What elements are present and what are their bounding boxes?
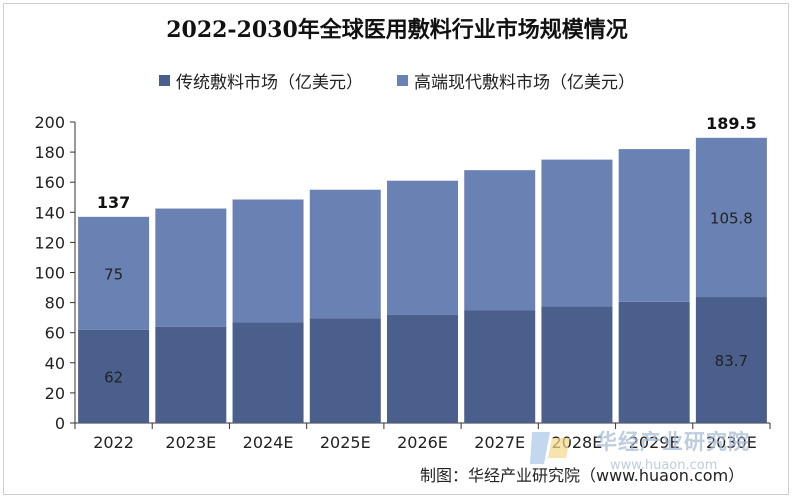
- bar-advanced-2023E: [155, 208, 227, 327]
- bar-advanced-2026E: [387, 180, 458, 315]
- x-tick-label: 2025E: [320, 433, 371, 452]
- bar-traditional-2024E: [232, 322, 304, 423]
- legend-item-advanced: 高端现代敷料市场（亿美元）: [397, 68, 635, 93]
- bar-traditional-2028E: [541, 306, 613, 423]
- chart-frame: [3, 3, 789, 495]
- bar-advanced-2027E: [464, 170, 536, 311]
- x-tick-label: 2024E: [243, 433, 294, 452]
- y-tick-label: 140: [34, 203, 65, 222]
- watermark-text: 华经产业研究院: [596, 430, 750, 454]
- y-tick-label: 80: [45, 294, 65, 313]
- data-label: 62: [104, 368, 123, 386]
- y-tick-label: 120: [34, 233, 65, 252]
- y-tick-label: 60: [45, 324, 65, 343]
- bar-advanced-2025E: [309, 189, 381, 319]
- legend-label-traditional: 传统敷料市场（亿美元）: [176, 73, 363, 93]
- bar-traditional-2025E: [309, 318, 381, 423]
- bar-traditional-2023E: [155, 326, 227, 423]
- bar-advanced-2030E: [695, 137, 767, 298]
- data-label: 105.8: [710, 209, 753, 227]
- x-tick-label: 2026E: [397, 433, 448, 452]
- bar-traditional-2030E: [695, 297, 767, 423]
- bar-advanced-2022: [78, 216, 150, 330]
- chart-legend: 传统敷料市场（亿美元） 高端现代敷料市场（亿美元）: [0, 68, 794, 93]
- x-tick-label: 2022: [93, 433, 134, 452]
- x-tick-label: 2029E: [629, 433, 680, 452]
- x-tick-label: 2030E: [706, 433, 757, 452]
- y-tick-label: 200: [34, 113, 65, 132]
- bar-advanced-2024E: [232, 199, 304, 323]
- y-tick-label: 20: [45, 384, 65, 403]
- watermark-url: www.huaon.com: [610, 458, 718, 473]
- data-label: 83.7: [715, 352, 748, 370]
- y-tick-label: 40: [45, 354, 65, 373]
- legend-swatch-advanced: [397, 75, 408, 86]
- legend-swatch-traditional: [159, 75, 170, 86]
- x-tick-label: 2023E: [165, 433, 216, 452]
- x-tick-label: 2027E: [474, 433, 525, 452]
- bar-traditional-2026E: [387, 314, 458, 423]
- bar-traditional-2027E: [464, 310, 536, 423]
- watermark-logo-icon: [530, 432, 570, 464]
- chart-title: 2022-2030年全球医用敷料行业市场规模情况: [166, 17, 628, 43]
- y-tick-label: 0: [55, 414, 65, 433]
- total-label: 137: [97, 193, 130, 212]
- source-note: 制图：华经产业研究院（www.huaon.com）: [420, 466, 745, 485]
- total-label: 189.5: [706, 114, 757, 133]
- bar-advanced-2029E: [618, 149, 690, 302]
- y-tick-label: 160: [34, 173, 65, 192]
- bar-traditional-2022: [78, 329, 150, 423]
- y-tick-label: 180: [34, 143, 65, 162]
- y-tick-label: 100: [34, 264, 65, 283]
- data-label: 75: [104, 265, 123, 283]
- legend-item-traditional: 传统敷料市场（亿美元）: [159, 68, 363, 93]
- bar-traditional-2029E: [618, 301, 690, 423]
- legend-label-advanced: 高端现代敷料市场（亿美元）: [414, 73, 635, 93]
- bar-advanced-2028E: [541, 159, 613, 307]
